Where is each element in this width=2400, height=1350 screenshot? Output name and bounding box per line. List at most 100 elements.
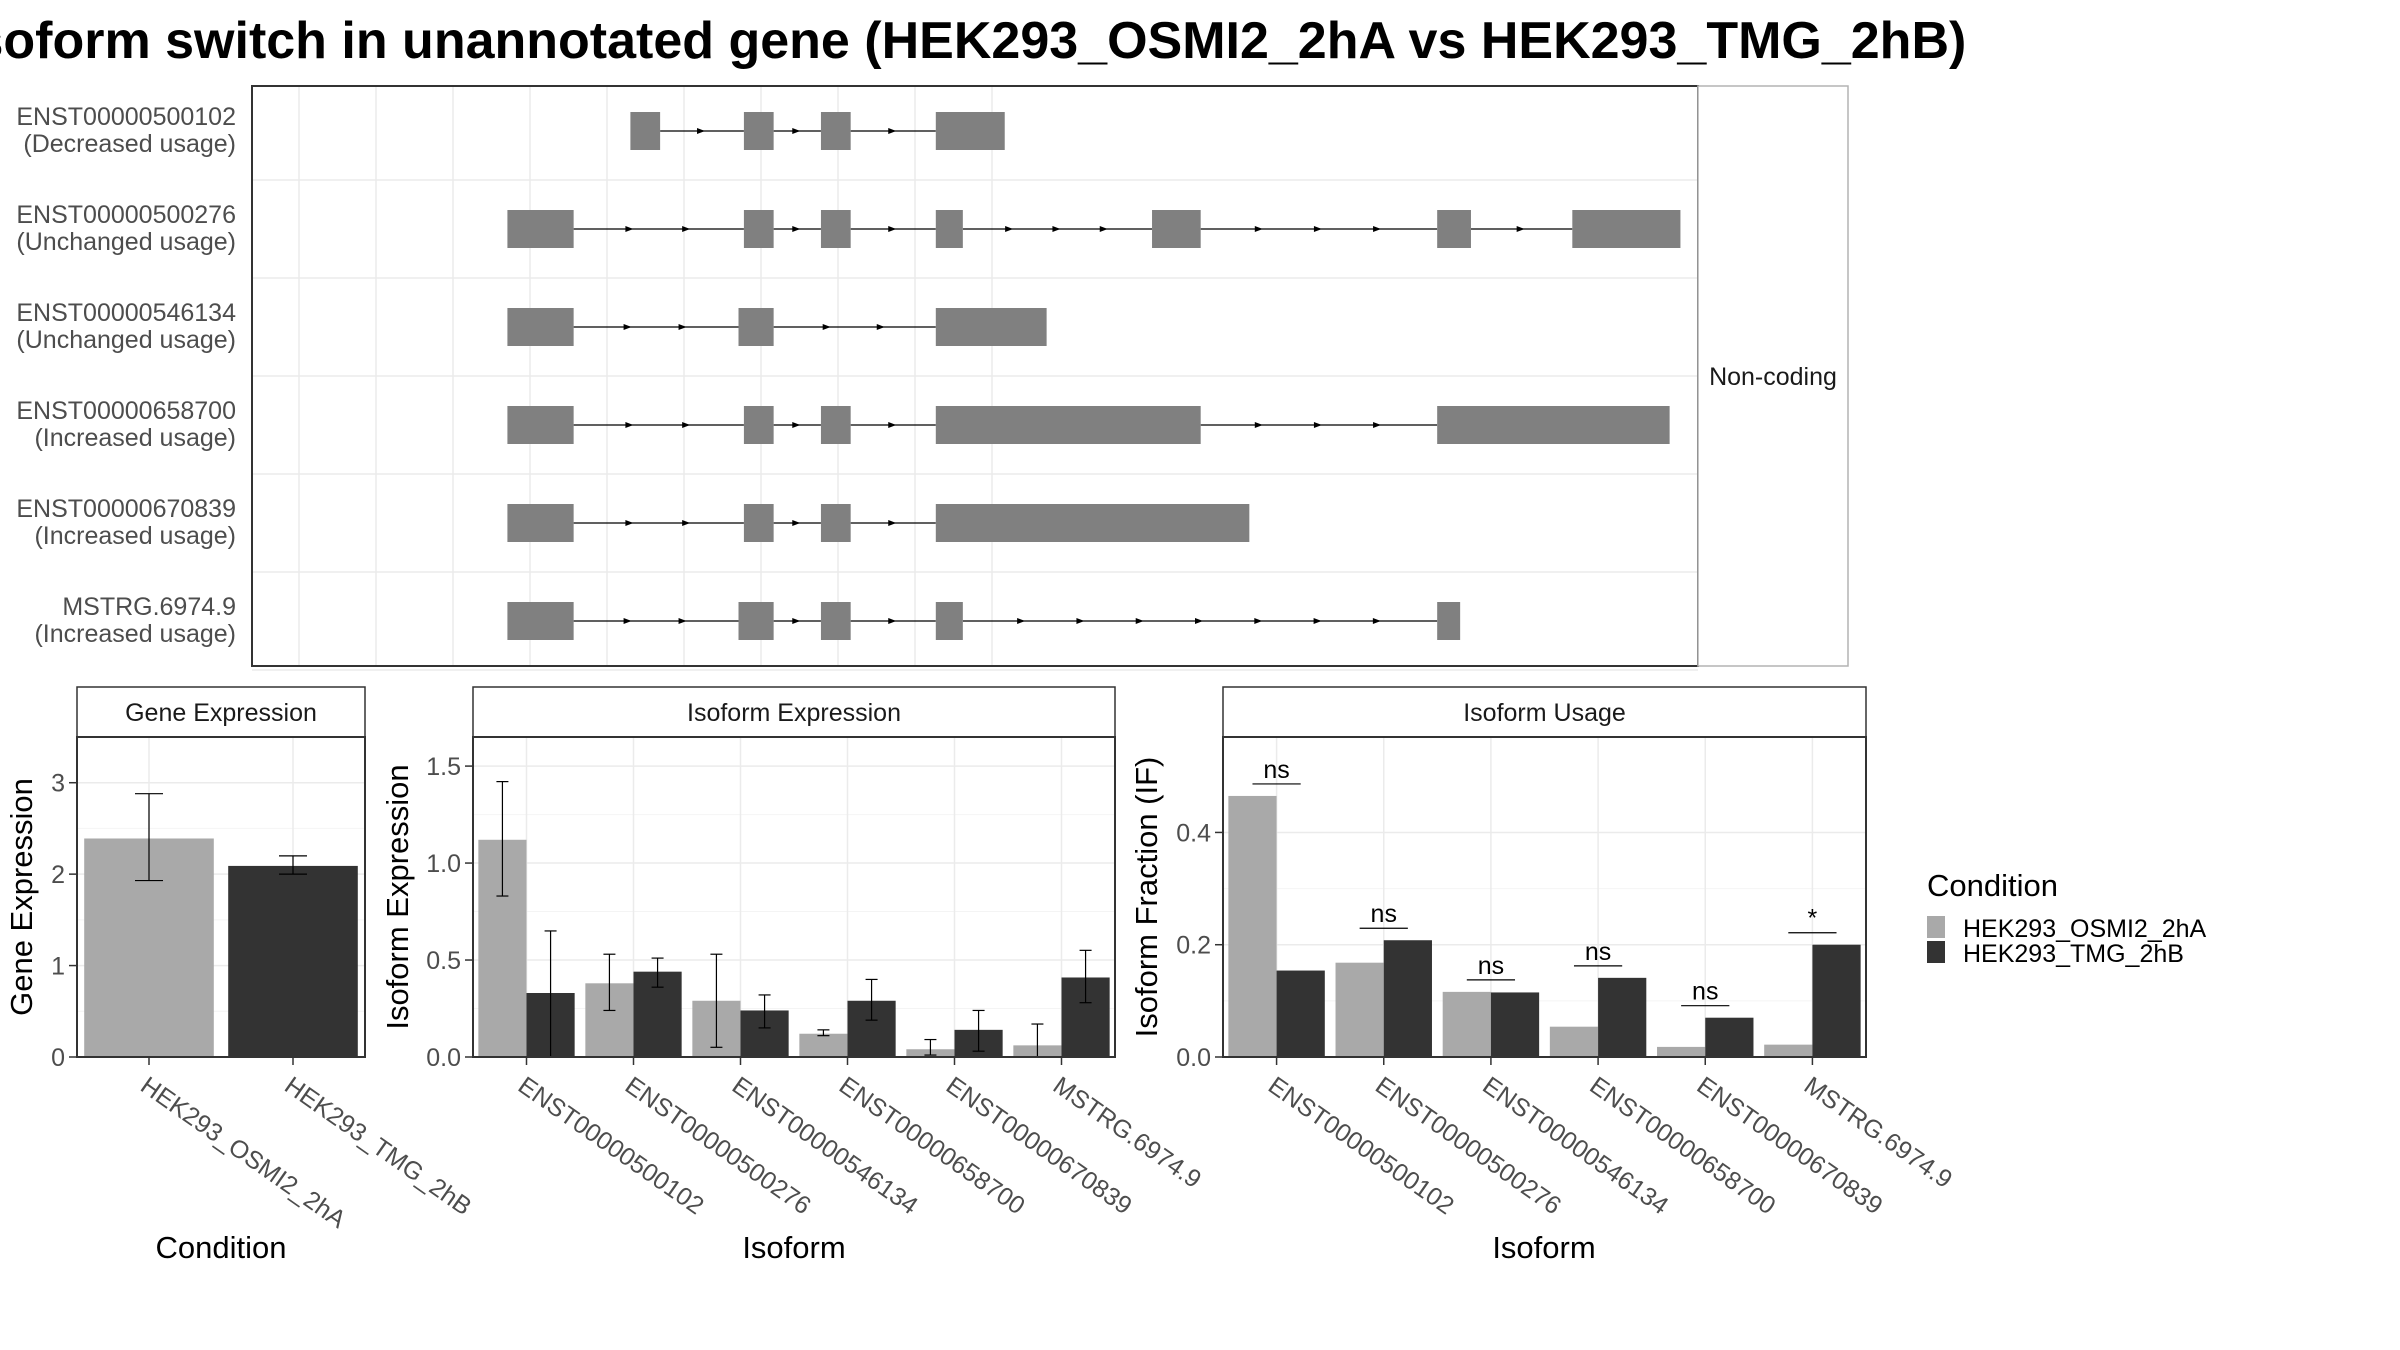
isoform-usage-bar-hek293-osmi2-2ha-mstrg-6974-9: [1764, 1044, 1813, 1057]
exon-block: [507, 406, 574, 444]
isoform-expression-title-strip: [472, 686, 1116, 738]
isoform-usage-x-axis-title: Isoform: [1492, 1230, 1595, 1265]
intron-arrow: [792, 618, 801, 624]
isoform-expression-xtick-label: ENST00000546134: [727, 1071, 923, 1220]
exon-block: [1572, 210, 1681, 248]
intron-arrow: [682, 226, 691, 232]
exon-block: [935, 504, 1250, 542]
exon-block: [935, 308, 1047, 346]
transcript-usage-label: (Increased usage): [34, 424, 236, 452]
transcript-track-enst00000670839: [507, 504, 1250, 542]
isoform-usage-significance-label: ns: [1585, 938, 1611, 966]
intron-arrow: [1017, 618, 1026, 624]
exon-block: [738, 602, 774, 640]
exon-block: [935, 602, 963, 640]
isoform-expression-bar-hek293-osmi2-2ha-enst00000658700: [799, 1033, 848, 1057]
isoform-usage-significance-label: ns: [1478, 952, 1504, 980]
exon-block: [820, 112, 851, 150]
exon-block: [820, 504, 851, 542]
intron-arrow: [625, 422, 634, 428]
intron-arrow: [876, 324, 885, 330]
intron-arrow: [1099, 226, 1108, 232]
intron-arrow: [1313, 618, 1322, 624]
intron-arrow: [1254, 618, 1263, 624]
intron-arrow: [625, 520, 634, 526]
isoform-usage-significance-label: ns: [1692, 978, 1718, 1006]
exon-block: [820, 210, 851, 248]
isoform-expression-ytick-label: 0.0: [426, 1044, 461, 1072]
exon-block: [738, 308, 774, 346]
intron-arrow: [888, 618, 897, 624]
exon-block: [935, 406, 1201, 444]
structure-facet-strip: [1697, 85, 1849, 667]
intron-arrow: [1005, 226, 1014, 232]
exon-block: [1152, 210, 1201, 248]
intron-arrow: [1313, 422, 1322, 428]
gene-expression-bar-hek293-tmg-2hb: [228, 865, 358, 1057]
exon-block: [935, 210, 963, 248]
isoform-usage-ytick-label: 0.0: [1176, 1044, 1211, 1072]
intron-arrow: [1254, 422, 1263, 428]
intron-arrow: [1254, 226, 1263, 232]
isoform-usage-bar-hek293-tmg-2hb-enst00000546134: [1490, 992, 1540, 1057]
isoform-usage-significance-label: ns: [1371, 900, 1397, 928]
legend-label-tmg: HEK293_TMG_2hB: [1963, 940, 2184, 968]
isoform-usage-significance-label: *: [1808, 905, 1818, 933]
intron-arrow: [625, 226, 634, 232]
isoform-expression-ytick-label: 1.0: [426, 850, 461, 878]
gene-structure-panel: ENST00000500102(Decreased usage) ENST0000…: [16, 85, 1849, 671]
gene-expression-ytick-label: 3: [51, 770, 65, 798]
isoform-usage-bar-hek293-osmi2-2ha-enst00000500102: [1228, 795, 1277, 1057]
intron-arrow: [1135, 618, 1144, 624]
intron-arrow: [888, 128, 897, 134]
gene-expression-title-strip: [76, 686, 366, 738]
legend-key-osmi2: [1927, 916, 1945, 938]
isoform-expression-plot-background: [473, 737, 1115, 1057]
isoform-usage-bar-hek293-tmg-2hb-enst00000670839: [1705, 1017, 1754, 1057]
intron-arrow: [678, 324, 687, 330]
isoform-expression-y-axis-title: Isoform Expression: [380, 764, 415, 1029]
transcript-track-mstrg-6974-9: [507, 602, 1461, 640]
isoform-expression-xtick-label: ENST00000670839: [941, 1071, 1137, 1220]
intron-arrow: [1516, 226, 1525, 232]
exon-block: [935, 112, 1005, 150]
intron-arrow: [792, 422, 801, 428]
intron-arrow: [1076, 618, 1085, 624]
gene-expression-ytick-label: 2: [51, 861, 65, 889]
exon-block: [1437, 210, 1471, 248]
isoform-usage-ytick-label: 0.2: [1176, 932, 1211, 960]
transcript-usage-label: (Unchanged usage): [16, 228, 236, 256]
isoform-usage-bar-hek293-tmg-2hb-enst00000658700: [1598, 977, 1647, 1057]
exon-block: [1437, 406, 1670, 444]
exon-block: [743, 406, 774, 444]
condition-legend: Condition HEK293_OSMI2_2hA HEK293_TMG_2h…: [1927, 868, 2207, 968]
isoform-usage-xtick-label: ENST00000670839: [1692, 1071, 1888, 1220]
isoform-usage-panel: Isoform Usage ns ns ns ns ns * 0.0 0.2 0.4 ENST000…: [1129, 686, 1957, 1265]
isoform-usage-bar-hek293-osmi2-2ha-enst00000546134: [1442, 991, 1491, 1057]
exon-block: [507, 210, 574, 248]
isoform-expression-plot-border: [472, 736, 1116, 1058]
transcript-track-enst00000500276: [507, 210, 1681, 248]
transcript-id-label: MSTRG.6974.9: [62, 593, 236, 621]
gene-expression-x-axis-title: Condition: [156, 1230, 287, 1265]
intron-arrow: [623, 618, 632, 624]
legend-key-tmg: [1927, 941, 1945, 963]
isoform-usage-y-axis-title: Isoform Fraction (IF): [1129, 757, 1164, 1038]
isoform-usage-xtick-label: ENST00000546134: [1477, 1071, 1673, 1220]
intron-arrow: [623, 324, 632, 330]
transcript-track-enst00000658700: [507, 406, 1670, 444]
isoform-usage-bar-hek293-tmg-2hb-enst00000500102: [1276, 970, 1325, 1057]
isoform-expression-xtick-label: ENST00000658700: [834, 1071, 1030, 1220]
legend-label-osmi2: HEK293_OSMI2_2hA: [1963, 915, 2207, 943]
exon-block: [743, 210, 774, 248]
isoform-usage-bar-hek293-osmi2-2ha-enst00000658700: [1549, 1026, 1599, 1057]
transcript-track-enst00000546134: [507, 308, 1047, 346]
isoform-expression-panel: Isoform Expression 0.0 0.5 1.0 1.5 ENST000005…: [380, 686, 1206, 1265]
intron-arrow: [822, 324, 831, 330]
intron-arrow: [1195, 618, 1204, 624]
isoform-expression-x-axis-title: Isoform: [742, 1230, 845, 1265]
exon-block: [743, 112, 774, 150]
intron-arrow: [682, 520, 691, 526]
transcript-usage-label: (Increased usage): [34, 620, 236, 648]
isoform-usage-xtick-label: ENST00000500276: [1370, 1071, 1566, 1220]
